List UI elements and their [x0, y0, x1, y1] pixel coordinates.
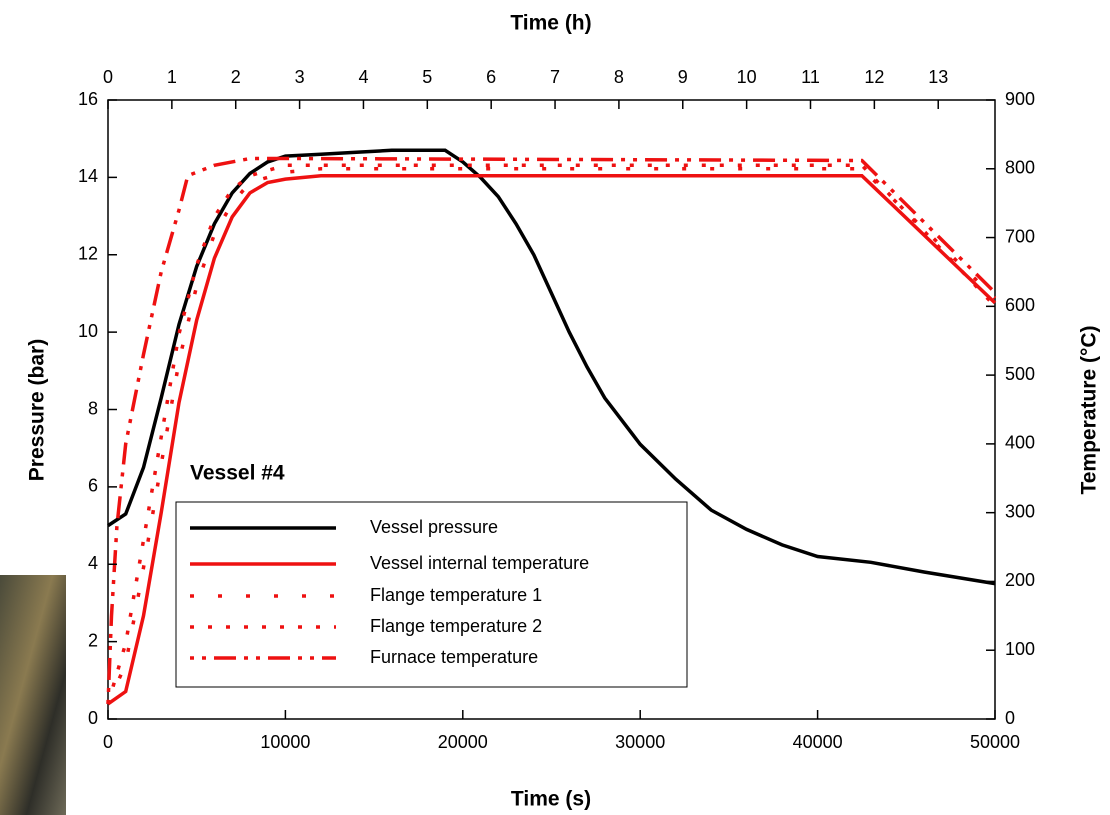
y2-tick-label: 700 — [1005, 226, 1035, 246]
x2-tick-label: 7 — [550, 67, 560, 87]
y-axis-title: Pressure (bar) — [26, 339, 49, 481]
legend-entries: Vessel pressure Vessel internal temperatu… — [190, 517, 589, 667]
y2-axis-title: Temperature (°C) — [1078, 325, 1101, 494]
y-tick-label: 8 — [88, 398, 98, 418]
x-tick-label: 30000 — [615, 732, 665, 752]
y-tick-label: 6 — [88, 476, 98, 496]
y-tick-label: 4 — [88, 553, 98, 573]
y-tick-label: 14 — [78, 166, 98, 186]
x-tick-label: 10000 — [260, 732, 310, 752]
plot-area — [106, 148, 997, 706]
y2-tick-label: 500 — [1005, 364, 1035, 384]
series-line — [106, 156, 997, 704]
legend — [175, 501, 688, 688]
x2-tick-label: 2 — [231, 67, 241, 87]
x2-tick-label: 4 — [358, 67, 368, 87]
x-tick-label: 50000 — [970, 732, 1020, 752]
y2-tick-label: 800 — [1005, 158, 1035, 178]
y-tick-label: 16 — [78, 89, 98, 109]
series-line — [106, 167, 997, 705]
y2-tick-label: 200 — [1005, 570, 1035, 590]
legend-label: Vessel internal temperature — [370, 553, 589, 573]
y-tick-label: 0 — [88, 708, 98, 728]
x2-tick-label: 12 — [864, 67, 884, 87]
legend-label: Flange temperature 2 — [370, 616, 542, 636]
x-tick-label: 20000 — [438, 732, 488, 752]
photo-fragment — [0, 575, 66, 815]
y-tick-label: 12 — [78, 244, 98, 264]
y2-tick-label: 600 — [1005, 295, 1035, 315]
y2-tick-label: 300 — [1005, 501, 1035, 521]
legend-label: Furnace temperature — [370, 647, 538, 667]
series-line — [106, 173, 997, 706]
y2-tick-label: 0 — [1005, 708, 1015, 728]
x2-tick-label: 13 — [928, 67, 948, 87]
x2-tick-label: 1 — [167, 67, 177, 87]
y2-tick-label: 100 — [1005, 639, 1035, 659]
x2-tick-label: 8 — [614, 67, 624, 87]
x2-tick-label: 11 — [801, 67, 820, 87]
y-tick-label: 2 — [88, 630, 98, 650]
x-tick-label: 0 — [103, 732, 113, 752]
x2-tick-label: 5 — [422, 67, 432, 87]
x-tick-label: 40000 — [793, 732, 843, 752]
legend-label: Vessel pressure — [370, 517, 498, 537]
annotation: Vessel #4 — [190, 462, 285, 485]
x2-tick-label: 0 — [103, 67, 113, 87]
x-axis-title: Time (s) — [511, 788, 591, 811]
x2-tick-label: 10 — [737, 67, 757, 87]
y2-tick-label: 900 — [1005, 89, 1035, 109]
x2-tick-label: 9 — [678, 67, 688, 87]
x2-tick-label: 6 — [486, 67, 496, 87]
y2-tick-label: 400 — [1005, 433, 1035, 453]
x2-axis-title: Time (h) — [510, 12, 591, 35]
y-tick-label: 10 — [78, 321, 98, 341]
x2-tick-label: 3 — [295, 67, 305, 87]
legend-label: Flange temperature 1 — [370, 585, 542, 605]
